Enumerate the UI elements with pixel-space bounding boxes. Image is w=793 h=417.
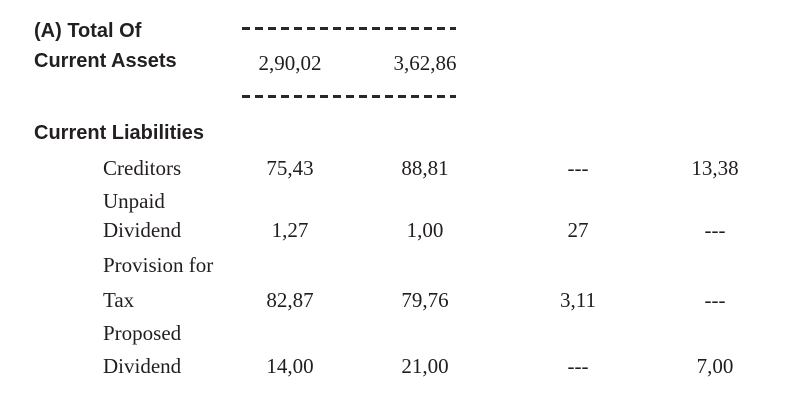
row-label-proposed-dividend: Dividend [103, 354, 182, 378]
proposed-dividend-value-col3: --- [567, 354, 589, 378]
unpaid-dividend-value-col3: 27 [567, 218, 589, 242]
dashed-divider-top [242, 27, 456, 30]
row-label-proposed: Proposed [103, 321, 182, 345]
total-of-label: (A) Total Of [34, 20, 142, 42]
unpaid-dividend-value-col2: 1,00 [406, 218, 444, 242]
creditors-value-col3: --- [567, 156, 589, 180]
unpaid-dividend-value-col1: 1,27 [271, 218, 309, 242]
current-assets-label: Current Assets [34, 50, 177, 72]
provision-tax-value-col3: 3,11 [560, 288, 596, 312]
proposed-dividend-value-col1: 14,00 [266, 354, 314, 378]
row-label-provision-for: Provision for [103, 253, 214, 277]
provision-tax-value-col1: 82,87 [266, 288, 314, 312]
creditors-value-col1: 75,43 [266, 156, 314, 180]
proposed-dividend-value-col2: 21,00 [401, 354, 449, 378]
creditors-value-col2: 88,81 [401, 156, 449, 180]
provision-tax-value-col4: --- [704, 288, 726, 312]
current-liabilities-heading: Current Liabilities [34, 122, 205, 144]
provision-tax-value-col2: 79,76 [401, 288, 449, 312]
creditors-value-col4: 13,38 [691, 156, 739, 180]
dashed-divider-bottom [242, 95, 456, 98]
row-label-unpaid-dividend: Dividend [103, 218, 182, 242]
row-label-creditors: Creditors [103, 156, 182, 180]
total-current-assets-value-year1: 2,90,02 [258, 51, 322, 75]
row-label-unpaid: Unpaid [103, 189, 165, 213]
proposed-dividend-value-col4: 7,00 [696, 354, 734, 378]
unpaid-dividend-value-col4: --- [704, 218, 726, 242]
total-current-assets-value-year2: 3,62,86 [393, 51, 457, 75]
row-label-tax: Tax [103, 288, 135, 312]
